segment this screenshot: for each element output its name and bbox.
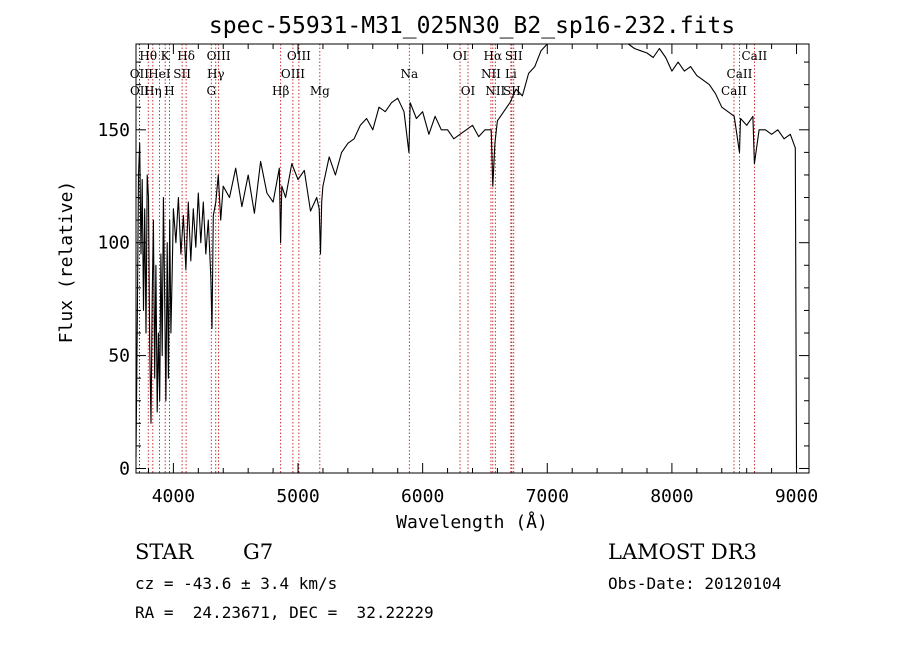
observation-date: Obs-Date: 20120104: [608, 574, 782, 593]
spectral-line-label: CaII: [741, 49, 767, 63]
spectral-line-label: K: [161, 49, 171, 63]
flux-series-line: [135, 43, 798, 469]
y-tick-label: 0: [119, 458, 130, 479]
spectral-line-label: G: [206, 84, 216, 98]
spectral-line-label: Hβ: [272, 84, 289, 98]
spectral-line-label: CaII: [727, 67, 753, 81]
y-axis-ticks: 0 50 100 150: [97, 61, 809, 479]
spectral-line-label: Hθ: [139, 49, 157, 63]
object-class: STAR: [135, 540, 194, 564]
spectral-line-label: SII: [503, 84, 521, 98]
spectral-line-label: Hγ: [207, 67, 225, 81]
x-tick-label: 9000: [775, 486, 818, 507]
spectral-line-label: OIII: [207, 49, 231, 63]
spectral-line-label: OIII: [287, 49, 311, 63]
spectral-line-label: HeI: [148, 67, 171, 81]
spectral-line-label: OII: [130, 84, 150, 98]
spectral-line-label: SII: [505, 49, 523, 63]
spectral-line-label: SII: [173, 67, 191, 81]
plot-frame: [135, 43, 810, 474]
spectral-line-label: CaII: [721, 84, 747, 98]
spectral-line-label: OIII: [281, 67, 305, 81]
spectral-line-label: NII: [481, 67, 501, 81]
spectral-line-label: NII: [485, 84, 505, 98]
spectral-line-label: Na: [400, 67, 418, 81]
spectral-line-label: Hη: [144, 84, 162, 98]
x-axis-label: Wavelength (Å): [396, 511, 548, 533]
spectral-line-label: Mg: [310, 84, 330, 98]
spectral-line-label: OII: [130, 67, 150, 81]
chart-title: spec-55931-M31_025N30_B2_sp16-232.fits: [209, 13, 735, 39]
x-tick-label: 6000: [401, 486, 444, 507]
x-tick-label: 7000: [526, 486, 569, 507]
spectral-line-label: Hδ: [177, 49, 195, 63]
spectral-line-label: OI: [453, 49, 468, 63]
y-tick-label: 50: [108, 346, 130, 367]
y-tick-label: 150: [97, 120, 130, 141]
spectral-line-label: OI: [461, 84, 476, 98]
survey-name: LAMOST DR3: [608, 540, 757, 564]
x-tick-label: 4000: [152, 486, 195, 507]
x-axis-ticks: 4000 5000 6000 7000 8000 9000: [147, 44, 818, 507]
y-axis-label: Flux (relative): [56, 181, 77, 344]
redshift-cz: cz = -43.6 ± 3.4 km/s: [135, 574, 338, 593]
y-tick-label: 100: [97, 233, 130, 254]
x-tick-label: 8000: [650, 486, 693, 507]
spectral-line-label: Hα: [484, 49, 503, 63]
spectral-line-label: H: [164, 84, 174, 98]
ra-dec-coordinates: RA = 24.23671, DEC = 32.22229: [135, 603, 434, 622]
x-tick-label: 5000: [276, 486, 319, 507]
spectral-line-label: Li: [505, 67, 517, 81]
object-subclass: G7: [243, 540, 274, 564]
spectral-line-markers: [138, 44, 755, 473]
